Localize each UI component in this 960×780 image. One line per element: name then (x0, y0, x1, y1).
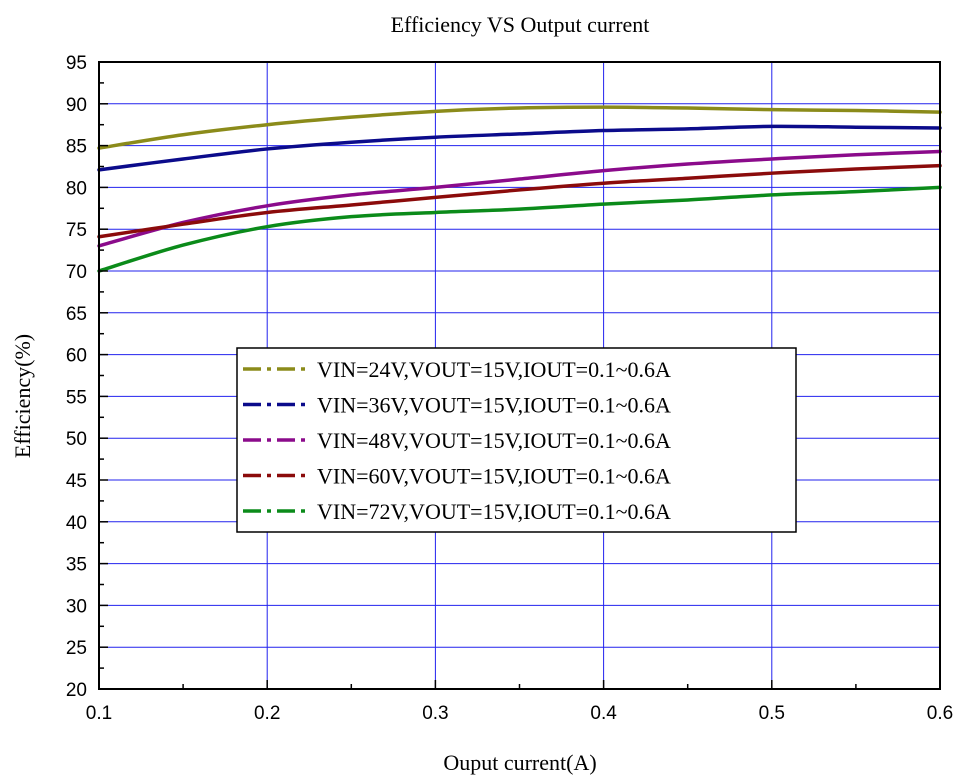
axis-ticks (98, 61, 941, 690)
y-tick-label: 20 (66, 680, 87, 701)
x-tick-label: 0.5 (759, 703, 785, 724)
y-tick-label: 65 (66, 304, 87, 325)
y-tick-label: 90 (66, 95, 87, 116)
series-lines (97, 105, 942, 273)
y-tick-label: 35 (66, 555, 87, 576)
legend-label: VIN=24V,VOUT=15V,IOUT=0.1~0.6A (317, 357, 671, 382)
y-tick-label: 40 (66, 513, 87, 534)
chart-title: Efficiency VS Output current (391, 12, 650, 37)
y-tick-label: 45 (66, 471, 87, 492)
y-tick-label: 60 (66, 346, 87, 367)
x-tick-label: 0.4 (590, 703, 617, 724)
x-tick-labels: 0.1 0.2 0.3 0.4 0.5 0.6 (86, 703, 953, 724)
y-tick-label: 70 (66, 262, 87, 283)
y-tick-label: 30 (66, 596, 87, 617)
series-line-4 (97, 163, 942, 239)
legend-item: VIN=60V,VOUT=15V,IOUT=0.1~0.6A (243, 464, 671, 489)
series-line-5 (97, 185, 942, 273)
x-tick-label: 0.1 (86, 703, 112, 724)
legend: VIN=24V,VOUT=15V,IOUT=0.1~0.6A VIN=36V,VO… (236, 347, 797, 533)
y-tick-label: 95 (66, 53, 87, 74)
legend-item: VIN=48V,VOUT=15V,IOUT=0.1~0.6A (243, 428, 671, 453)
y-tick-label: 85 (66, 137, 87, 158)
legend-label: VIN=60V,VOUT=15V,IOUT=0.1~0.6A (317, 464, 671, 489)
legend-item: VIN=36V,VOUT=15V,IOUT=0.1~0.6A (243, 393, 671, 418)
x-tick-label: 0.3 (422, 703, 448, 724)
y-axis-label: Efficiency(%) (10, 334, 35, 458)
legend-label: VIN=36V,VOUT=15V,IOUT=0.1~0.6A (317, 393, 671, 418)
y-tick-label: 75 (66, 220, 87, 241)
x-tick-label: 0.6 (927, 703, 953, 724)
series-line-1 (97, 105, 942, 150)
x-tick-label: 0.2 (254, 703, 280, 724)
series-line-3 (97, 149, 942, 248)
y-tick-labels: 20 25 30 35 40 45 50 55 60 65 70 75 80 85 90 95 (66, 53, 87, 701)
legend-label: VIN=72V,VOUT=15V,IOUT=0.1~0.6A (317, 499, 671, 524)
legend-label: VIN=48V,VOUT=15V,IOUT=0.1~0.6A (317, 428, 671, 453)
series-line-2 (97, 124, 942, 172)
legend-item: VIN=24V,VOUT=15V,IOUT=0.1~0.6A (243, 357, 671, 382)
legend-item: VIN=72V,VOUT=15V,IOUT=0.1~0.6A (243, 499, 671, 524)
y-tick-label: 50 (66, 429, 87, 450)
legend-box (236, 347, 797, 533)
y-tick-label: 25 (66, 638, 87, 659)
y-tick-label: 80 (66, 178, 87, 199)
x-axis-label: Ouput current(A) (443, 750, 596, 775)
y-tick-label: 55 (66, 387, 87, 408)
